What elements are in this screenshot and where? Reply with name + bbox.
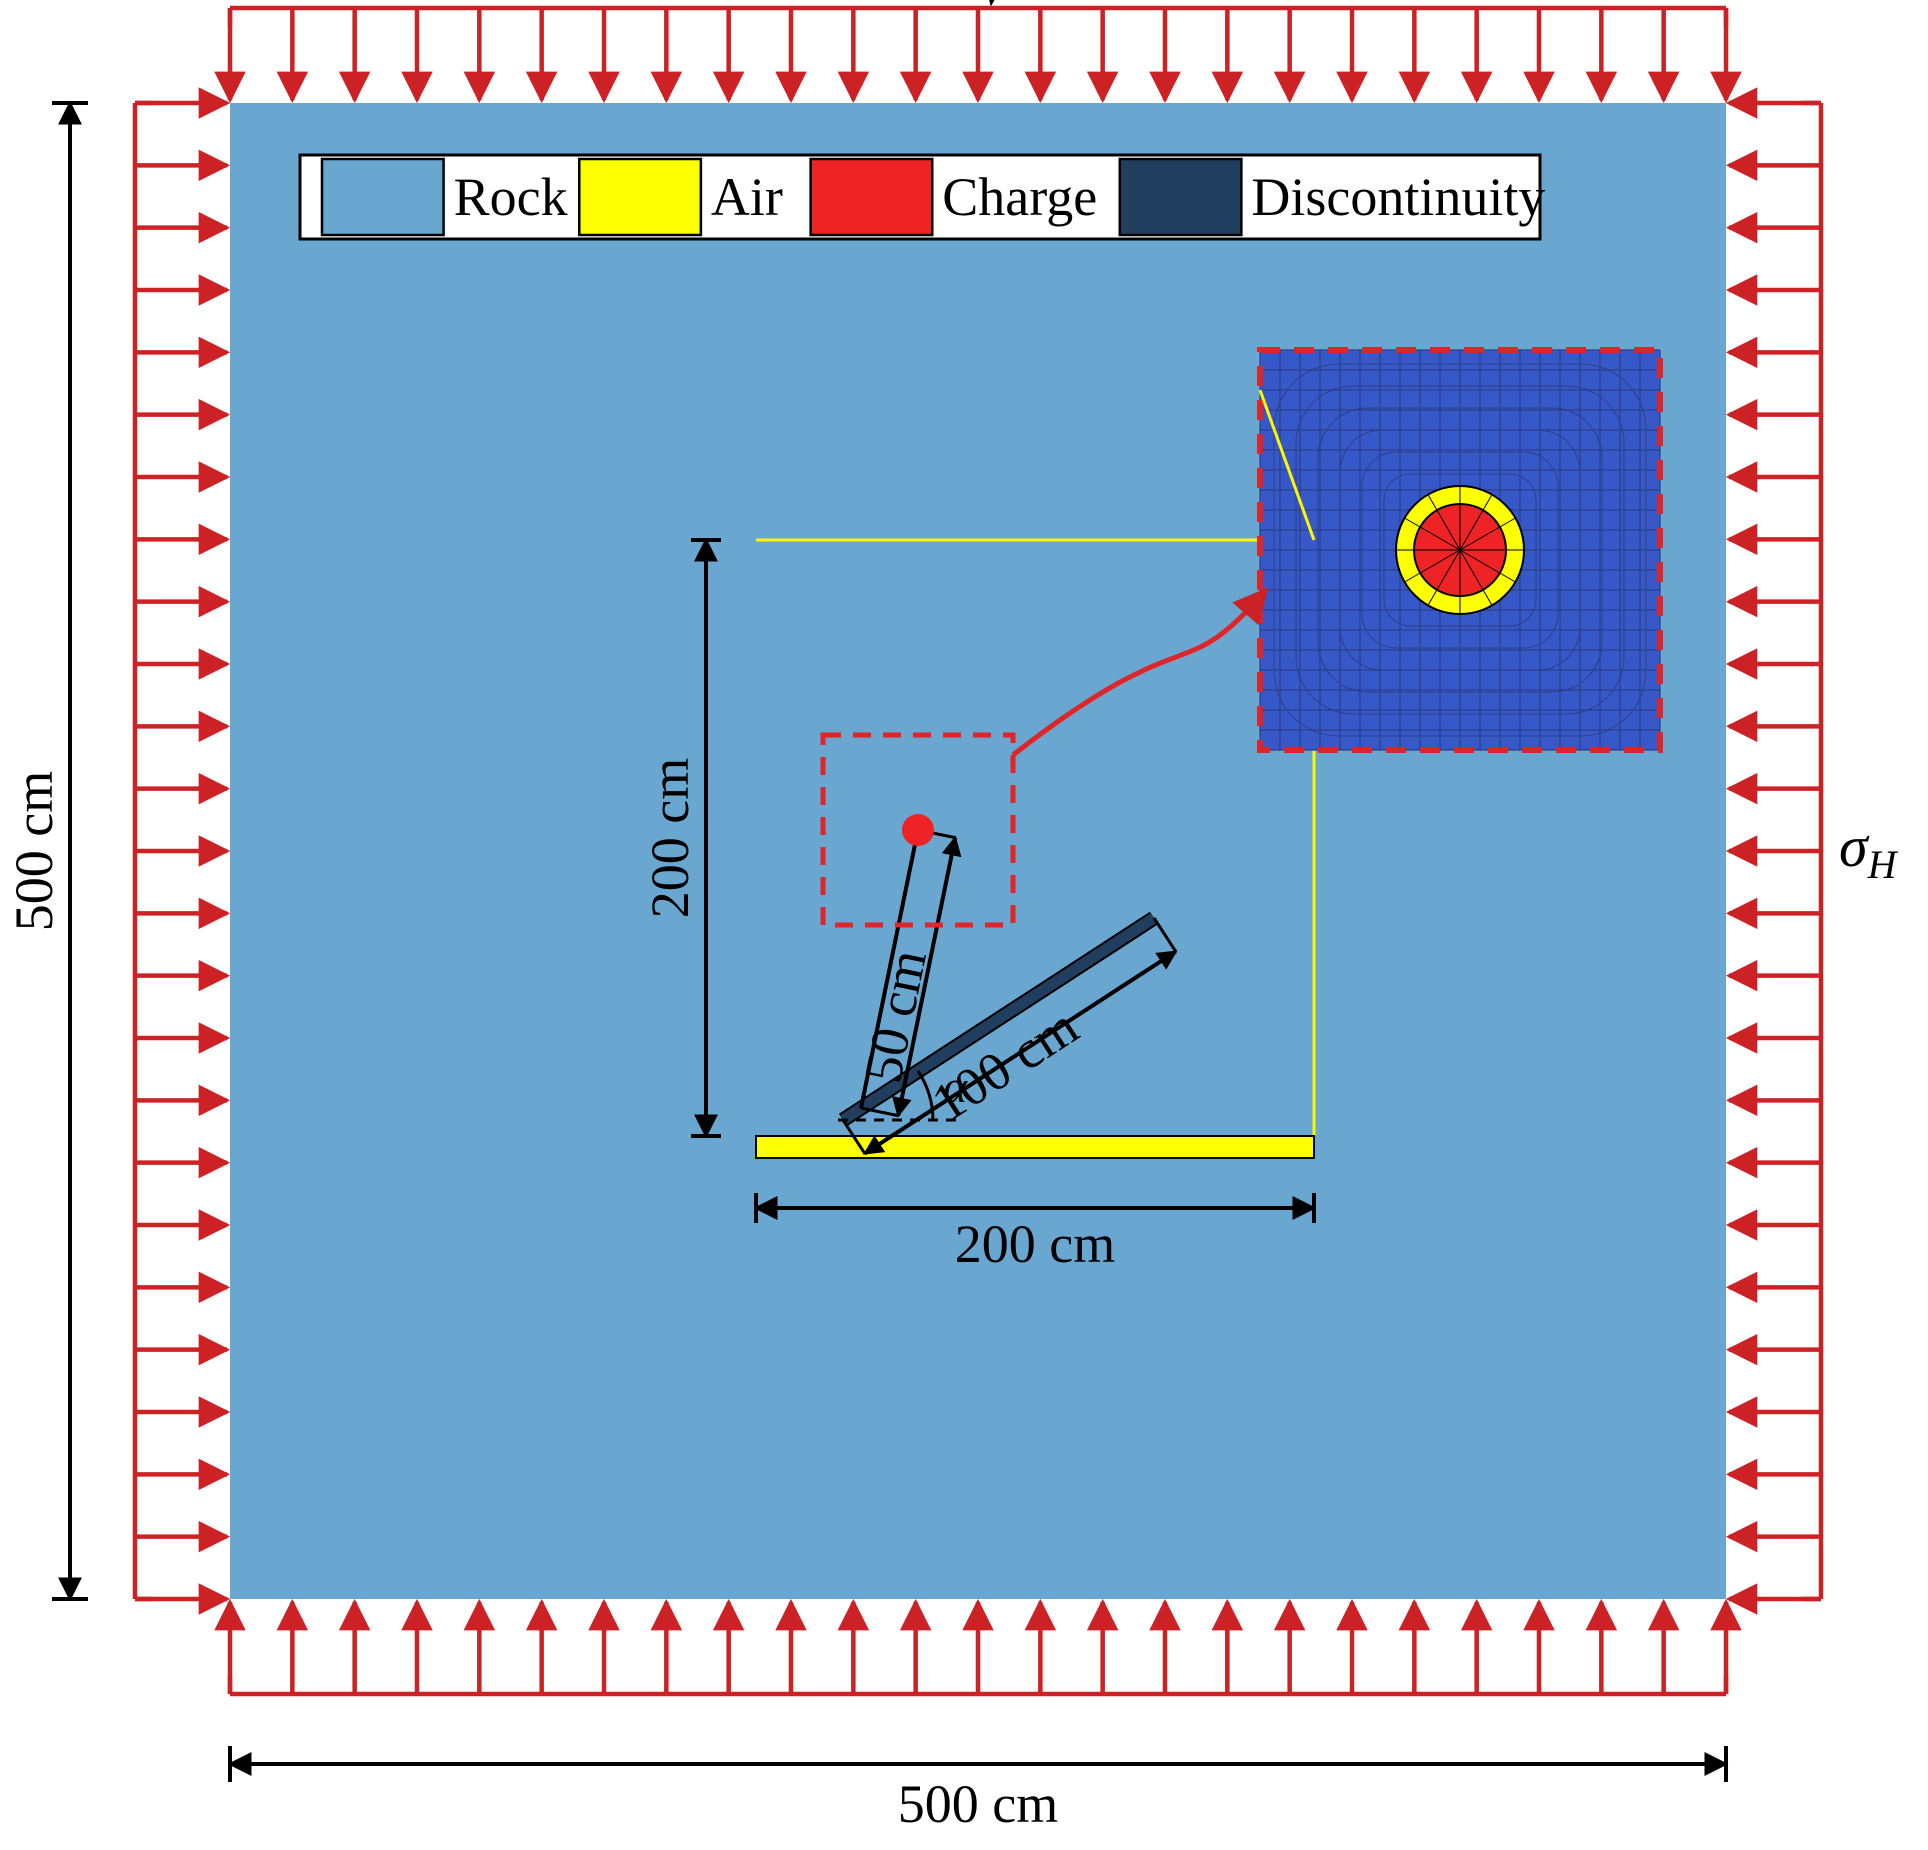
dim-500-bottom-text: 500 cm — [898, 1774, 1058, 1834]
dim-200-h-text: 200 cm — [955, 1214, 1115, 1274]
legend-discontinuity-swatch — [1120, 159, 1242, 235]
legend-discontinuity-label: Discontinuity — [1251, 167, 1545, 227]
rock-region — [230, 103, 1726, 1599]
legend-charge-swatch — [811, 159, 933, 235]
dim-500-left-text: 500 cm — [4, 771, 64, 931]
legend-air-label: Air — [711, 167, 783, 227]
sigma-h-label: σH — [1839, 814, 1899, 887]
air-bar — [756, 1136, 1314, 1158]
dim-200-v-text: 200 cm — [640, 758, 700, 918]
charge-point — [902, 814, 934, 846]
legend-charge-label: Charge — [942, 167, 1097, 227]
diagram-canvas: σVσH500 cm500 cmRockAirChargeDiscontinui… — [0, 0, 1928, 1850]
legend-air-swatch — [579, 159, 701, 235]
diagram-svg: σVσH500 cm500 cmRockAirChargeDiscontinui… — [0, 0, 1928, 1850]
legend-rock-label: Rock — [454, 167, 568, 227]
legend-rock-swatch — [322, 159, 444, 235]
